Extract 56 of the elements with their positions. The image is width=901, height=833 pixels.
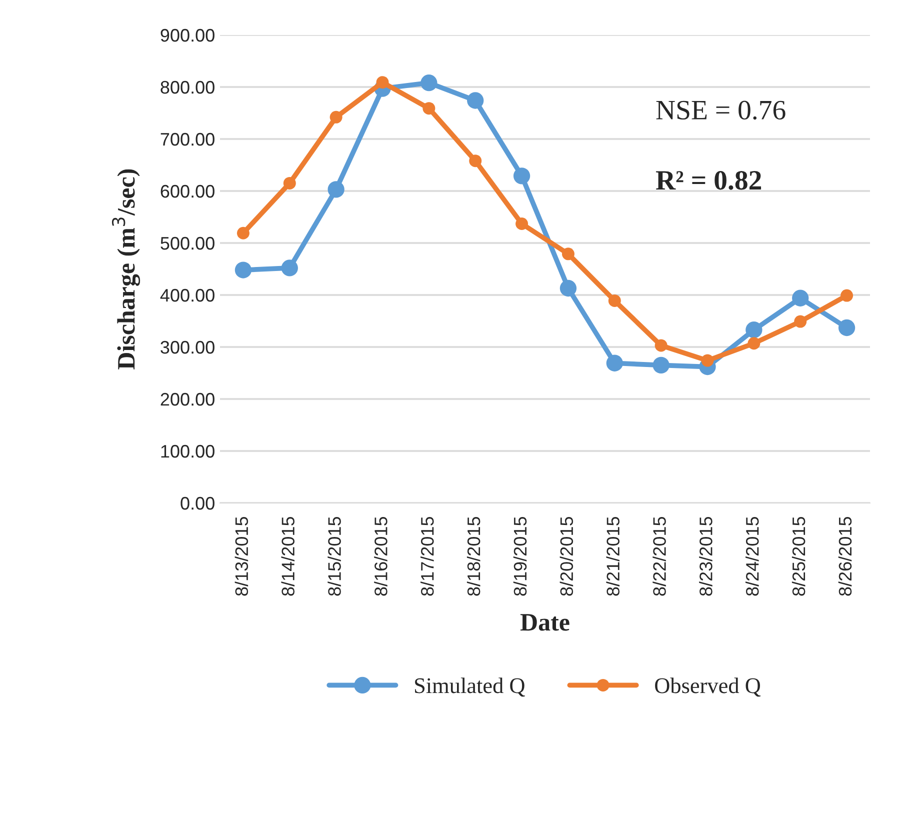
point bbox=[748, 337, 760, 350]
point bbox=[746, 322, 762, 338]
point bbox=[422, 102, 436, 115]
y-tick-label: 400.00 bbox=[160, 288, 214, 302]
annotation: NSE = 0.76 bbox=[656, 100, 786, 120]
point bbox=[236, 226, 250, 240]
x-tick-label: 8/16/2015 bbox=[374, 516, 388, 596]
x-tick-label: 8/21/2015 bbox=[606, 516, 620, 596]
y-tick-label: 100.00 bbox=[161, 444, 214, 458]
y-axis-title: Discharge (m$^{3}$/sec) bbox=[112, 169, 140, 370]
x-tick-label: 8/20/2015 bbox=[560, 516, 574, 596]
y-tick-label: 0.00 bbox=[180, 496, 214, 510]
x-axis-title: Date bbox=[520, 614, 570, 631]
x-tick-label: 8/19/2015 bbox=[513, 516, 527, 596]
y-tick-label: 600.00 bbox=[160, 184, 214, 198]
x-tick-label: 8/14/2015 bbox=[281, 516, 294, 596]
point bbox=[560, 280, 577, 297]
legend-label: Simulated Q bbox=[415, 678, 525, 697]
point bbox=[838, 319, 856, 336]
point bbox=[469, 154, 482, 168]
x-tick-label: 8/22/2015 bbox=[652, 516, 666, 596]
y-tick-label: 900.00 bbox=[160, 28, 214, 42]
x-tick-label: 8/18/2015 bbox=[466, 516, 480, 596]
x-tick-label: 8/24/2015 bbox=[746, 516, 759, 596]
point bbox=[840, 289, 854, 302]
point bbox=[328, 181, 344, 198]
y-tick-label: 500.00 bbox=[160, 236, 214, 250]
point bbox=[516, 218, 528, 230]
point bbox=[420, 74, 438, 92]
point bbox=[608, 294, 621, 307]
y-tick-label: 700.00 bbox=[160, 132, 214, 146]
point bbox=[283, 176, 296, 190]
point bbox=[467, 92, 484, 109]
y-tick-label: 800.00 bbox=[160, 80, 214, 94]
point bbox=[606, 354, 623, 372]
y-tick-label: 300.00 bbox=[160, 340, 214, 354]
x-tick-label: 8/15/2015 bbox=[328, 516, 341, 596]
y-tick-label: 200.00 bbox=[160, 392, 214, 406]
legend-label: Observed Q bbox=[655, 678, 761, 697]
point bbox=[281, 260, 298, 276]
point bbox=[330, 110, 342, 124]
point bbox=[376, 76, 389, 89]
point bbox=[794, 315, 807, 328]
x-tick-label: 8/23/2015 bbox=[699, 516, 712, 596]
x-tick-label: 8/26/2015 bbox=[838, 516, 852, 596]
x-tick-label: 8/17/2015 bbox=[420, 516, 434, 596]
point bbox=[562, 248, 574, 260]
point bbox=[513, 168, 530, 184]
annotation: R² = 0.82 bbox=[656, 170, 762, 190]
point bbox=[652, 356, 670, 374]
point bbox=[792, 290, 809, 306]
x-tick-label: 8/25/2015 bbox=[792, 516, 806, 596]
point bbox=[654, 339, 668, 352]
point bbox=[701, 354, 714, 367]
point bbox=[234, 262, 252, 278]
x-tick-label: 8/13/2015 bbox=[234, 516, 248, 596]
